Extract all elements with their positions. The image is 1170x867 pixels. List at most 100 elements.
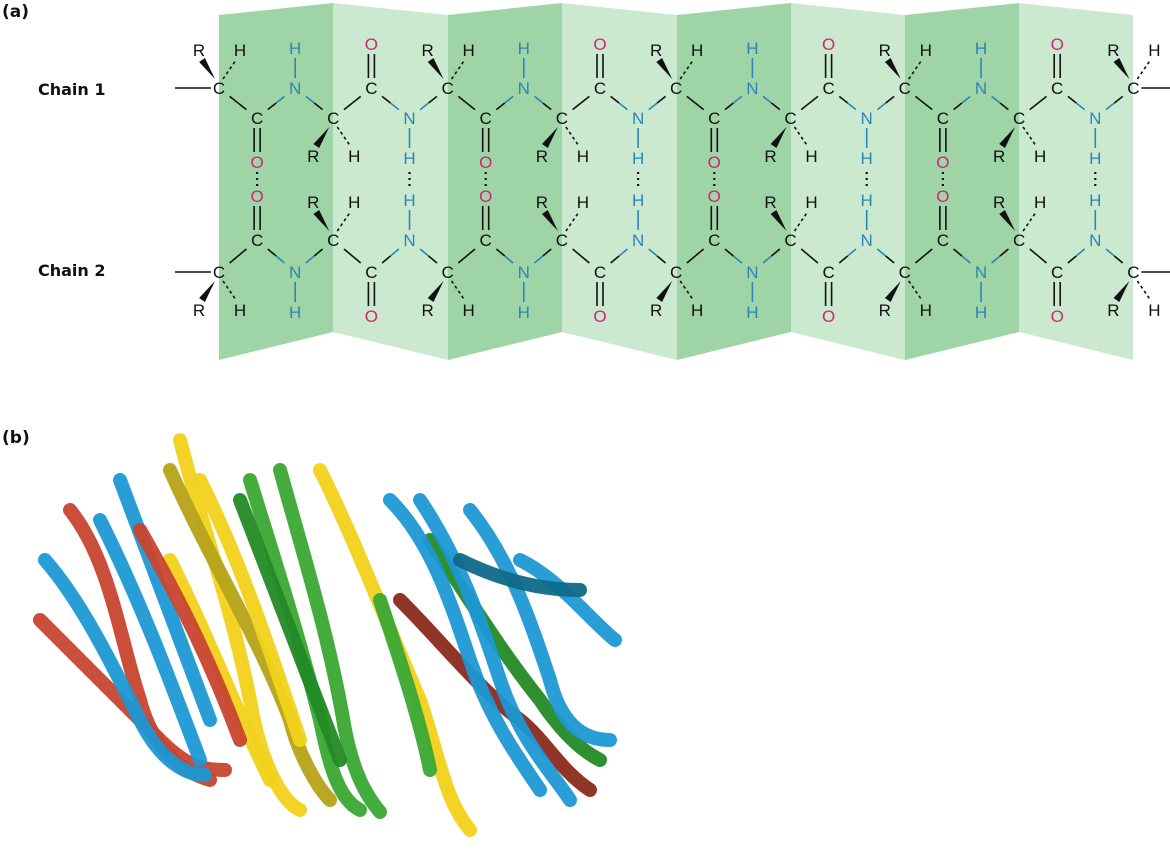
amide-hydrogen: H — [403, 149, 415, 168]
bond — [336, 211, 351, 232]
bond — [267, 248, 277, 257]
bond — [343, 248, 353, 257]
bond — [457, 255, 468, 264]
alpha-hydrogen: H — [234, 301, 246, 320]
bond — [961, 95, 971, 104]
bond — [533, 95, 544, 104]
alpha-carbon: C — [1127, 263, 1139, 282]
alpha-hydrogen: H — [577, 147, 589, 166]
carbonyl-carbon: C — [480, 231, 492, 250]
backbone-bonds — [175, 54, 1170, 306]
alpha-hydrogen: H — [920, 301, 932, 320]
pleat-fold-panel — [1019, 3, 1133, 360]
alpha-hydrogen: H — [348, 147, 360, 166]
bond — [389, 248, 400, 257]
amide-hydrogen: H — [1089, 149, 1101, 168]
carbonyl-carbon: C — [251, 231, 263, 250]
alpha-hydrogen: H — [805, 147, 817, 166]
ribbon-strand — [413, 493, 577, 807]
bond — [876, 248, 887, 257]
ribbon-strand — [383, 493, 547, 797]
amide-hydrogen: H — [975, 303, 987, 322]
bond — [267, 102, 277, 111]
alpha-carbon: C — [670, 263, 682, 282]
carbonyl-carbon: C — [937, 109, 949, 128]
carbonyl-carbon: C — [594, 263, 606, 282]
bond — [237, 102, 247, 111]
bond — [724, 248, 734, 257]
wedge-bond — [542, 127, 558, 148]
alpha-carbon: C — [899, 263, 911, 282]
carbonyl-oxygen: O — [822, 307, 835, 326]
bond — [381, 95, 391, 104]
bond — [1022, 211, 1037, 232]
carbonyl-carbon: C — [1051, 263, 1063, 282]
alpha-carbon: C — [670, 79, 682, 98]
alpha-carbon: C — [441, 263, 453, 282]
alpha-carbon: C — [441, 79, 453, 98]
amide-nitrogen: N — [975, 263, 987, 282]
wedge-bond — [770, 210, 787, 231]
bond — [237, 248, 247, 257]
bond — [572, 248, 582, 257]
chain-2-label: Chain 2 — [38, 261, 106, 280]
bond — [419, 248, 430, 257]
bond — [229, 255, 239, 264]
amide-hydrogen: H — [861, 149, 873, 168]
alpha-hydrogen: H — [1148, 301, 1160, 320]
bond — [1037, 255, 1048, 264]
side-chain-r: R — [650, 41, 662, 60]
bond — [923, 102, 933, 111]
bond — [656, 95, 667, 104]
bond — [686, 255, 696, 264]
bond — [885, 255, 895, 264]
carbonyl-oxygen: O — [250, 153, 263, 172]
carbonyl-oxygen: O — [250, 187, 263, 206]
ribbon-strand — [453, 553, 587, 597]
amide-nitrogen: N — [403, 109, 415, 128]
bond — [419, 102, 430, 111]
bond — [648, 248, 658, 257]
bond — [1029, 102, 1039, 111]
wedge-bond — [1113, 58, 1130, 79]
bond — [923, 248, 933, 257]
bond — [351, 255, 362, 264]
alpha-hydrogen: H — [691, 301, 703, 320]
bond — [1022, 126, 1037, 147]
bond — [351, 95, 362, 104]
bond — [275, 95, 286, 104]
wedge-bond — [313, 127, 330, 148]
alpha-hydrogen: H — [1034, 147, 1046, 166]
carbonyl-carbon: C — [708, 231, 720, 250]
ribbon-strand — [373, 593, 437, 777]
pleat-fold-panel — [677, 3, 791, 360]
amide-hydrogen: H — [289, 39, 301, 58]
bond — [428, 255, 438, 264]
bond — [610, 255, 620, 264]
alpha-hydrogen: H — [462, 41, 474, 60]
ribbon-strand — [193, 473, 307, 747]
bond — [305, 95, 315, 104]
alpha-carbon: C — [327, 231, 339, 250]
pleat-fold-panel — [448, 3, 562, 360]
alpha-hydrogen: H — [920, 41, 932, 60]
amide-nitrogen: N — [518, 79, 530, 98]
bond — [847, 102, 857, 111]
bond — [533, 255, 544, 264]
bond — [793, 126, 809, 147]
bond — [953, 102, 963, 111]
carbonyl-carbon: C — [822, 263, 834, 282]
carbonyl-oxygen: O — [1051, 35, 1064, 54]
bond — [610, 95, 620, 104]
ribbon-strand — [513, 553, 622, 647]
carbonyl-oxygen: O — [593, 35, 606, 54]
bond — [732, 255, 743, 264]
wedge-bond — [770, 127, 787, 148]
side-chain-r: R — [307, 193, 319, 212]
amide-hydrogen: H — [632, 149, 644, 168]
wedge-bond — [199, 58, 215, 79]
alpha-hydrogen: H — [691, 41, 703, 60]
bond — [313, 102, 324, 111]
bond — [694, 248, 705, 257]
